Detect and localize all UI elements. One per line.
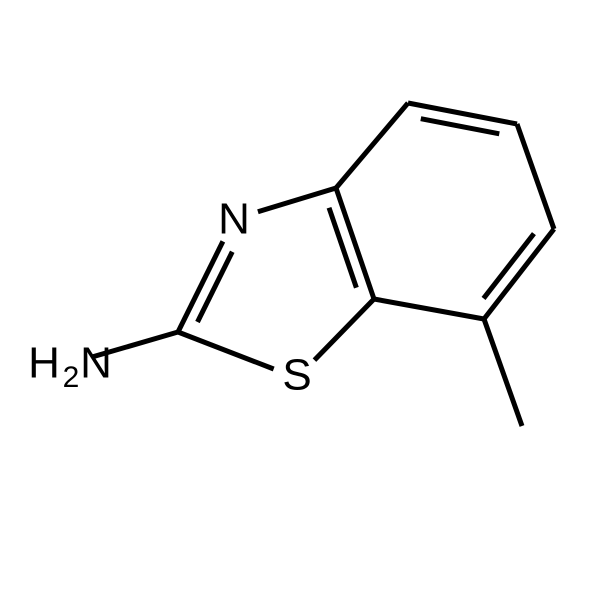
atom-label: N bbox=[218, 195, 250, 244]
atom-label: H bbox=[28, 339, 60, 388]
chemical-structure-diagram: NSH2N bbox=[0, 0, 600, 600]
atom-label: 2 bbox=[63, 361, 80, 394]
atom-label: N bbox=[80, 339, 112, 388]
atom-label: S bbox=[282, 351, 311, 400]
